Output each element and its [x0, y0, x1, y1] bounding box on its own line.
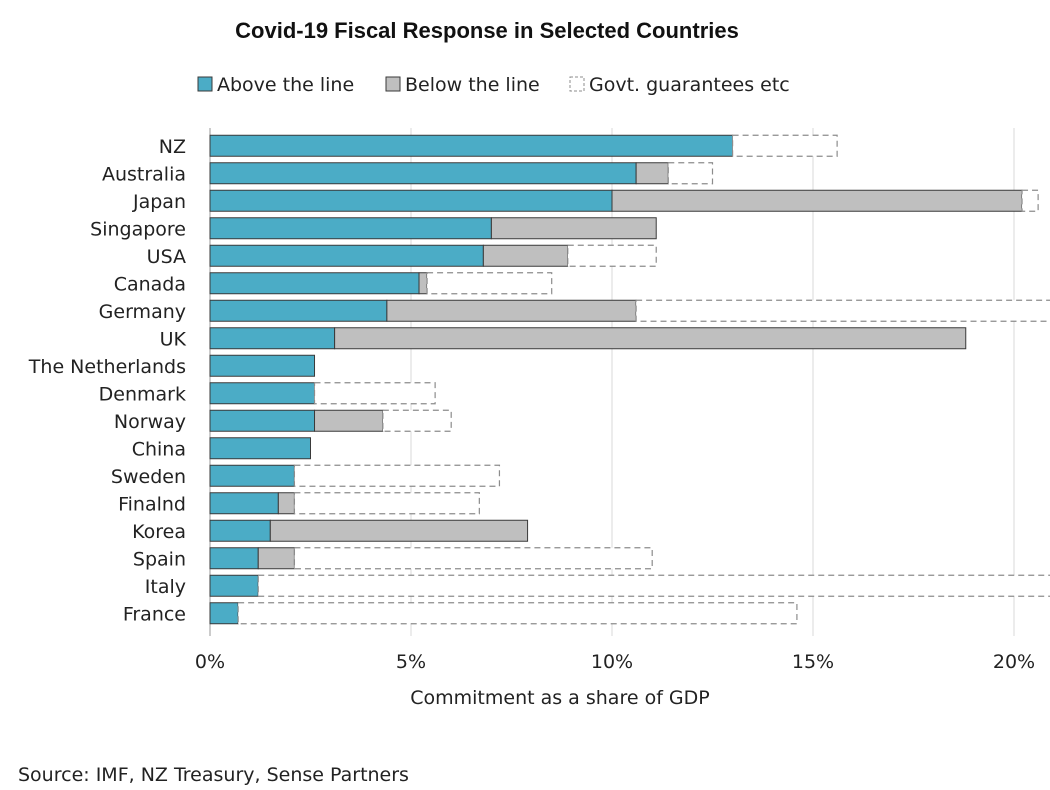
category-label-the-netherlands: The Netherlands: [28, 356, 186, 378]
bar-below-the-line-korea: [269, 519, 529, 542]
chart: Covid-19 Fiscal Response in Selected Cou…: [28, 18, 1050, 709]
category-label-canada: Canada: [114, 273, 186, 295]
legend-swatch-above-the-line: [197, 76, 213, 92]
x-tick-label: 5%: [396, 651, 426, 673]
category-label-germany: Germany: [99, 301, 186, 323]
x-axis-title: Commitment as a share of GDP: [410, 687, 710, 709]
bar-govt-guarantees-etc-nz: [731, 134, 838, 157]
bar-above-the-line-germany: [209, 299, 388, 322]
bars: [209, 134, 1050, 625]
category-label-korea: Korea: [132, 521, 186, 543]
bar-govt-guarantees-etc-japan: [1021, 189, 1039, 212]
category-labels: NZ Australia Japan Singapore USA Canada German…: [28, 136, 187, 626]
category-label-finalnd: Finalnd: [118, 493, 186, 515]
bar-govt-guarantees-etc-denmark: [313, 382, 436, 405]
bar-below-the-line-norway: [314, 409, 384, 432]
x-tick-label: 10%: [591, 651, 633, 673]
category-label-japan: Japan: [132, 191, 186, 213]
bar-above-the-line-sweden: [209, 464, 295, 487]
bar-below-the-line-spain: [257, 547, 295, 570]
category-label-denmark: Denmark: [99, 383, 186, 405]
category-label-usa: USA: [147, 246, 186, 268]
bar-above-the-line-the-netherlands: [209, 354, 316, 377]
category-label-australia: Australia: [102, 163, 186, 185]
legend-label-below-the-line: Below the line: [405, 74, 540, 96]
bar-above-the-line-canada: [209, 272, 420, 295]
bar-govt-guarantees-etc-spain: [293, 547, 653, 570]
legend: Above the line Below the line Govt. guaran…: [197, 74, 790, 96]
category-label-france: France: [123, 603, 186, 625]
bar-govt-guarantees-etc-canada: [426, 272, 553, 295]
bar-above-the-line-china: [209, 437, 311, 460]
legend-label-above-the-line: Above the line: [217, 74, 354, 96]
bar-govt-guarantees-etc-italy: [257, 574, 1050, 597]
bar-above-the-line-denmark: [209, 382, 316, 405]
category-label-italy: Italy: [145, 576, 186, 598]
legend-swatch-govt-guarantees-etc: [569, 76, 585, 92]
bar-below-the-line-usa: [482, 244, 569, 267]
legend-label-govt-guarantees-etc: Govt. guarantees etc: [589, 74, 790, 96]
bar-below-the-line-japan: [611, 189, 1023, 212]
bar-govt-guarantees-etc-norway: [382, 409, 452, 432]
bar-above-the-line-japan: [209, 189, 613, 212]
bar-below-the-line-australia: [635, 162, 669, 185]
bar-govt-guarantees-etc-sweden: [293, 464, 501, 487]
bar-above-the-line-singapore: [209, 217, 492, 240]
category-label-nz: NZ: [159, 136, 186, 158]
bar-govt-guarantees-etc-germany: [635, 299, 1050, 322]
x-tick-label: 20%: [993, 651, 1035, 673]
bar-govt-guarantees-etc-australia: [667, 162, 714, 185]
legend-swatch-below-the-line: [385, 76, 401, 92]
bar-above-the-line-australia: [209, 162, 637, 185]
category-label-spain: Spain: [133, 548, 186, 570]
bar-govt-guarantees-etc-usa: [567, 244, 657, 267]
x-tick-label: 15%: [792, 651, 834, 673]
bar-above-the-line-france: [209, 602, 239, 625]
category-label-singapore: Singapore: [90, 218, 186, 240]
bar-govt-guarantees-etc-finalnd: [293, 492, 480, 515]
bar-above-the-line-italy: [209, 574, 259, 597]
bar-above-the-line-uk: [209, 327, 336, 350]
bar-above-the-line-nz: [209, 134, 734, 157]
category-label-norway: Norway: [114, 411, 186, 433]
category-label-sweden: Sweden: [111, 466, 186, 488]
category-label-china: China: [132, 438, 186, 460]
bar-above-the-line-finalnd: [209, 492, 279, 515]
bar-below-the-line-uk: [334, 327, 967, 350]
x-tick-labels: 0%5%10%15%20%25%30%35%: [195, 651, 1035, 673]
category-label-uk: UK: [160, 328, 187, 350]
bar-above-the-line-spain: [209, 547, 259, 570]
chart-title: Covid-19 Fiscal Response in Selected Cou…: [235, 18, 739, 43]
x-tick-label: 0%: [195, 651, 225, 673]
bar-above-the-line-norway: [209, 409, 316, 432]
bar-below-the-line-finalnd: [277, 492, 295, 515]
bar-below-the-line-germany: [386, 299, 637, 322]
bar-govt-guarantees-etc-france: [237, 602, 798, 625]
bar-above-the-line-usa: [209, 244, 484, 267]
bar-above-the-line-korea: [209, 519, 271, 542]
source-note: Source: IMF, NZ Treasury, Sense Partners: [18, 764, 409, 786]
bar-below-the-line-canada: [418, 272, 428, 295]
bar-below-the-line-singapore: [490, 217, 657, 240]
